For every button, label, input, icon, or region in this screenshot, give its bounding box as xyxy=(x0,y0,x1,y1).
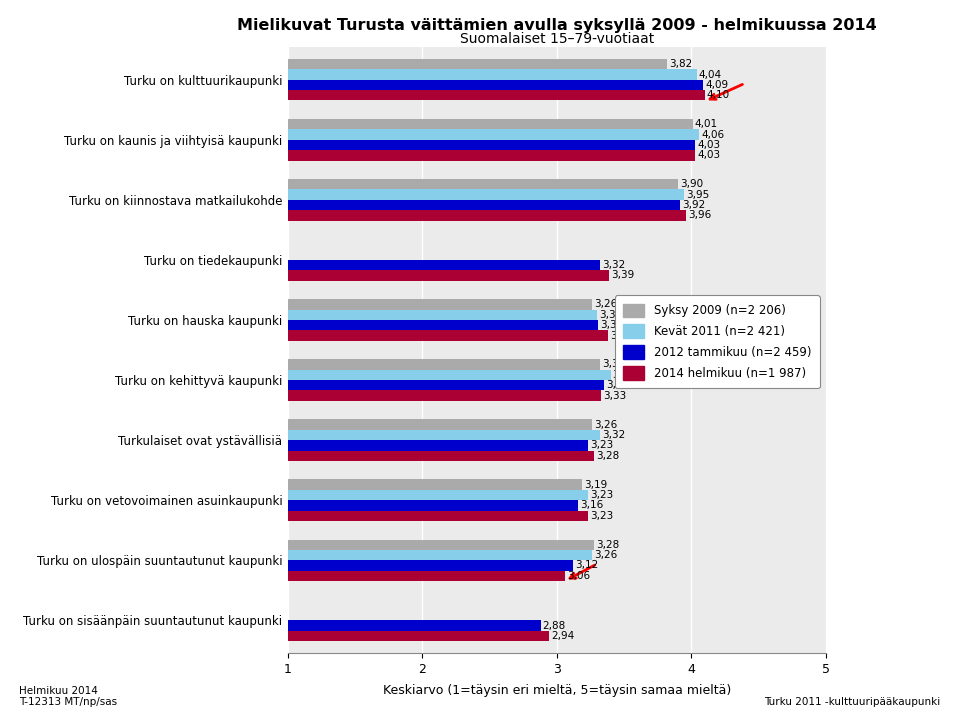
Bar xyxy=(288,380,604,391)
Text: 4,10: 4,10 xyxy=(707,90,730,101)
Bar xyxy=(288,150,695,161)
Bar xyxy=(288,630,549,641)
Text: 3,19: 3,19 xyxy=(585,480,608,490)
Bar xyxy=(288,430,600,440)
Text: 4,09: 4,09 xyxy=(706,80,729,90)
Bar xyxy=(288,500,578,510)
Text: 3,26: 3,26 xyxy=(593,299,617,309)
Text: 3,96: 3,96 xyxy=(688,210,711,220)
Text: Mielikuvat Turusta väittämien avulla syksyllä 2009 - helmikuussa 2014: Mielikuvat Turusta väittämien avulla syk… xyxy=(237,18,876,33)
Bar xyxy=(288,450,594,461)
Bar xyxy=(288,270,610,281)
Text: 3,90: 3,90 xyxy=(680,180,703,190)
Bar xyxy=(288,59,667,70)
Bar xyxy=(288,480,583,490)
Bar xyxy=(288,200,681,210)
Bar xyxy=(288,179,678,190)
Text: Suomalaiset 15–79-vuotiaat: Suomalaiset 15–79-vuotiaat xyxy=(460,32,654,45)
Text: 3,33: 3,33 xyxy=(603,391,627,401)
Bar xyxy=(288,119,692,129)
Text: 3,31: 3,31 xyxy=(601,320,624,330)
Bar xyxy=(288,550,591,560)
Text: 3,32: 3,32 xyxy=(602,360,625,370)
Bar xyxy=(288,391,601,401)
Text: 3,23: 3,23 xyxy=(589,510,613,521)
Text: 3,06: 3,06 xyxy=(567,571,590,581)
Bar xyxy=(288,620,540,630)
Bar xyxy=(288,490,588,500)
Text: 3,32: 3,32 xyxy=(602,430,625,440)
Text: 4,06: 4,06 xyxy=(701,129,725,139)
Bar xyxy=(288,190,684,200)
Text: 3,23: 3,23 xyxy=(589,440,613,450)
Text: 3,26: 3,26 xyxy=(593,550,617,560)
Text: 3,26: 3,26 xyxy=(593,419,617,429)
Text: 3,30: 3,30 xyxy=(599,309,622,320)
Bar xyxy=(288,70,697,80)
Bar xyxy=(288,510,588,521)
Text: 2,88: 2,88 xyxy=(542,620,566,630)
Text: 3,38: 3,38 xyxy=(610,330,634,340)
Bar xyxy=(288,299,591,309)
Bar xyxy=(288,320,598,330)
Text: 3,92: 3,92 xyxy=(683,200,706,210)
Bar xyxy=(288,571,564,581)
Bar xyxy=(288,419,591,430)
Text: 4,01: 4,01 xyxy=(694,119,718,129)
Text: 4,03: 4,03 xyxy=(697,150,720,160)
Bar xyxy=(288,539,594,550)
Text: 2,94: 2,94 xyxy=(551,631,574,641)
Text: 3,12: 3,12 xyxy=(575,561,598,571)
Bar xyxy=(288,370,611,380)
Text: Helmikuu 2014
T-12313 MT/np/sas: Helmikuu 2014 T-12313 MT/np/sas xyxy=(19,686,117,707)
Text: 3,32: 3,32 xyxy=(602,260,625,270)
Text: taloustutkimus oy: taloustutkimus oy xyxy=(24,19,173,33)
Text: 4,03: 4,03 xyxy=(697,140,720,150)
Bar xyxy=(288,560,573,571)
Bar xyxy=(288,359,600,370)
Text: 3,35: 3,35 xyxy=(606,381,629,391)
Text: 3,28: 3,28 xyxy=(596,451,620,461)
X-axis label: Keskiarvo (1=täysin eri mieltä, 5=täysin samaa mieltä): Keskiarvo (1=täysin eri mieltä, 5=täysin… xyxy=(383,684,731,697)
Bar xyxy=(288,260,600,270)
Bar xyxy=(288,309,597,320)
Text: 3,40: 3,40 xyxy=(612,370,636,380)
Bar xyxy=(288,330,608,341)
Text: Turku 2011 -kulttuuripääkaupunki: Turku 2011 -kulttuuripääkaupunki xyxy=(764,697,941,707)
Text: 3,82: 3,82 xyxy=(669,59,692,69)
Bar xyxy=(288,210,685,220)
Bar xyxy=(288,80,704,90)
Bar xyxy=(288,129,699,140)
Bar xyxy=(288,90,705,101)
Text: 3,16: 3,16 xyxy=(581,500,604,510)
Bar xyxy=(288,140,695,150)
Text: 4,04: 4,04 xyxy=(699,70,722,80)
Text: 3,95: 3,95 xyxy=(686,190,709,200)
Text: 3,39: 3,39 xyxy=(612,271,635,281)
Text: 3,23: 3,23 xyxy=(589,490,613,500)
Text: 3,28: 3,28 xyxy=(596,540,620,550)
Legend: Syksy 2009 (n=2 206), Kevät 2011 (n=2 421), 2012 tammikuu (n=2 459), 2014 helmik: Syksy 2009 (n=2 206), Kevät 2011 (n=2 42… xyxy=(615,295,820,388)
Bar xyxy=(288,440,588,450)
